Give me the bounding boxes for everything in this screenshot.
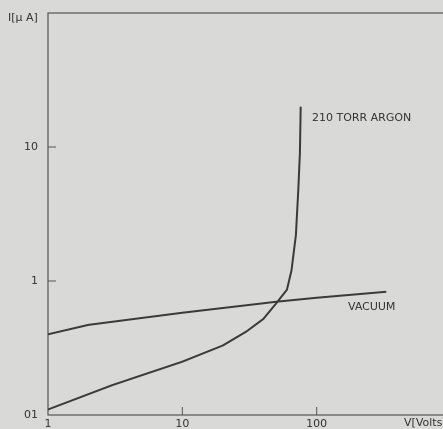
- x-tick-label: 100: [306, 417, 327, 429]
- x-axis-label: V[Volts: [404, 416, 443, 429]
- plot-frame: [47, 12, 443, 416]
- y-axis-label: I[μ A]: [8, 11, 38, 24]
- series-line: [47, 290, 387, 336]
- y-tick-label: 01: [24, 408, 38, 421]
- series-label: 210 TORR ARGON: [312, 111, 411, 124]
- x-tick-label: 1: [45, 417, 52, 429]
- x-tick-label: 10: [175, 417, 189, 429]
- y-tick-label: 1: [31, 274, 38, 287]
- y-tick-label: 10: [24, 140, 38, 153]
- series-label: VACUUM: [348, 300, 395, 313]
- series-line: [47, 106, 302, 411]
